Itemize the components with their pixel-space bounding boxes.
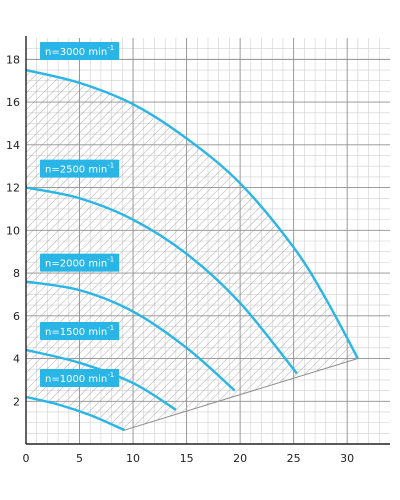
- y-tick-label: 12: [6, 182, 20, 195]
- series-label-box: [40, 42, 120, 61]
- axes: [25, 36, 390, 445]
- series-label-2: n=2000 min-1: [40, 253, 120, 272]
- series-label-text: n=2500 min-1: [45, 162, 114, 176]
- x-tick-label: 0: [23, 452, 30, 465]
- series-label-text: n=3000 min-1: [45, 44, 114, 58]
- x-tick-label: 20: [233, 452, 247, 465]
- series-line-0: [25, 395, 125, 432]
- series-label-0: n=1000 min-1: [40, 368, 120, 387]
- y-tick-label: 4: [13, 353, 20, 366]
- series-label-text: n=2000 min-1: [45, 256, 114, 270]
- series-label-3: n=2500 min-1: [40, 159, 120, 178]
- series-label-text: n=1000 min-1: [45, 371, 114, 385]
- x-tick-label: 25: [287, 452, 301, 465]
- major-gridlines: [26, 38, 390, 444]
- boundary-line: [124, 358, 359, 431]
- series-labels: n=1000 min-1 n=1500 min-1 n=2000 min-1 n=25…: [40, 42, 120, 387]
- series-line-3: [25, 186, 298, 375]
- y-tick-label: 16: [6, 96, 20, 109]
- series-label-text: n=1500 min-1: [45, 324, 114, 338]
- series-label-box: [40, 159, 120, 178]
- x-tick-label: 30: [340, 452, 354, 465]
- x-tick-label: 10: [126, 452, 140, 465]
- y-tick-label: 10: [6, 224, 20, 237]
- y-tick-label: 18: [6, 53, 20, 66]
- series-label-4: n=3000 min-1: [40, 42, 120, 61]
- y-tick-label: 2: [13, 395, 20, 408]
- series-label-1: n=1500 min-1: [40, 321, 120, 340]
- series-line-2: [25, 280, 236, 392]
- x-axis-ticks: 0 5 10 15 20 25 30: [23, 452, 355, 465]
- y-axis-ticks: 2 4 6 8 10 12 14 16 18: [6, 53, 20, 408]
- y-tick-label: 14: [6, 139, 20, 152]
- series-label-box: [40, 253, 120, 272]
- y-tick-label: 8: [13, 267, 20, 280]
- x-tick-label: 15: [180, 452, 194, 465]
- series-label-box: [40, 321, 120, 340]
- y-tick-label: 6: [13, 310, 20, 323]
- x-tick-label: 5: [76, 452, 83, 465]
- series-label-box: [40, 368, 120, 387]
- series-line-4: [25, 68, 359, 360]
